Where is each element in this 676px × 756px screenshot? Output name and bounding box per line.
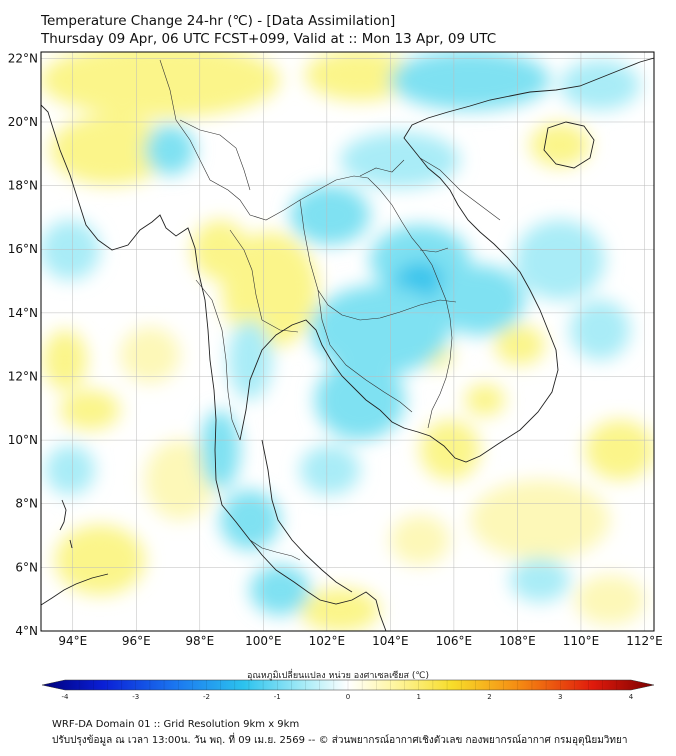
lat-label: 6°N bbox=[15, 560, 38, 574]
colorbar-tick-label: 2 bbox=[487, 693, 491, 701]
lat-label: 16°N bbox=[8, 242, 38, 256]
colorbar-tick-label: -2 bbox=[203, 693, 210, 701]
longitude-labels: 94°E 96°E 98°E 100°E 102°E 104°E 106°E 108°E 110… bbox=[58, 634, 662, 648]
lat-label: 4°N bbox=[15, 624, 38, 638]
footer-update-info: ปรับปรุงข้อมูล ณ เวลา 13:00น. วัน พฤ. ที… bbox=[52, 733, 627, 748]
colorbar: -4 -3 -2 -1 0 1 2 3 4 bbox=[42, 680, 654, 701]
colorbar-tick-label: -1 bbox=[274, 693, 281, 701]
lat-label: 8°N bbox=[15, 497, 38, 511]
lat-label: 20°N bbox=[8, 115, 38, 129]
lon-label: 102°E bbox=[309, 634, 346, 648]
lat-label: 18°N bbox=[8, 179, 38, 193]
colorbar-tick-label: -3 bbox=[132, 693, 139, 701]
lon-label: 108°E bbox=[499, 634, 536, 648]
colorbar-ticks: -4 -3 -2 -1 0 1 2 3 4 bbox=[62, 693, 634, 701]
lat-label: 10°N bbox=[8, 433, 38, 447]
lat-label: 22°N bbox=[8, 51, 38, 65]
lon-label: 100°E bbox=[245, 634, 282, 648]
colorbar-tick-label: 4 bbox=[629, 693, 634, 701]
colorbar-tick-label: 0 bbox=[346, 693, 350, 701]
colorbar-title: อุณหภูมิเปลี่ยนแปลง หน่วย องศาเซลเซียส (… bbox=[0, 668, 676, 682]
lon-label: 96°E bbox=[122, 634, 151, 648]
lon-label: 98°E bbox=[185, 634, 214, 648]
colorbar-tick-label: -4 bbox=[62, 693, 70, 701]
lon-label: 110°E bbox=[563, 634, 600, 648]
lat-label: 12°N bbox=[8, 369, 38, 383]
lon-label: 94°E bbox=[58, 634, 87, 648]
lon-label: 106°E bbox=[436, 634, 473, 648]
lon-label: 104°E bbox=[372, 634, 409, 648]
colorbar-tick-label: 3 bbox=[558, 693, 562, 701]
latitude-labels: 4°N 6°N 8°N 10°N 12°N 14°N 16°N 18°N 20°N 22°N bbox=[8, 51, 38, 638]
lon-label: 112°E bbox=[626, 634, 663, 648]
lat-label: 14°N bbox=[8, 306, 38, 320]
colorbar-tick-label: 1 bbox=[417, 693, 421, 701]
footer-model-info: WRF-DA Domain 01 :: Grid Resolution 9km … bbox=[52, 719, 299, 730]
